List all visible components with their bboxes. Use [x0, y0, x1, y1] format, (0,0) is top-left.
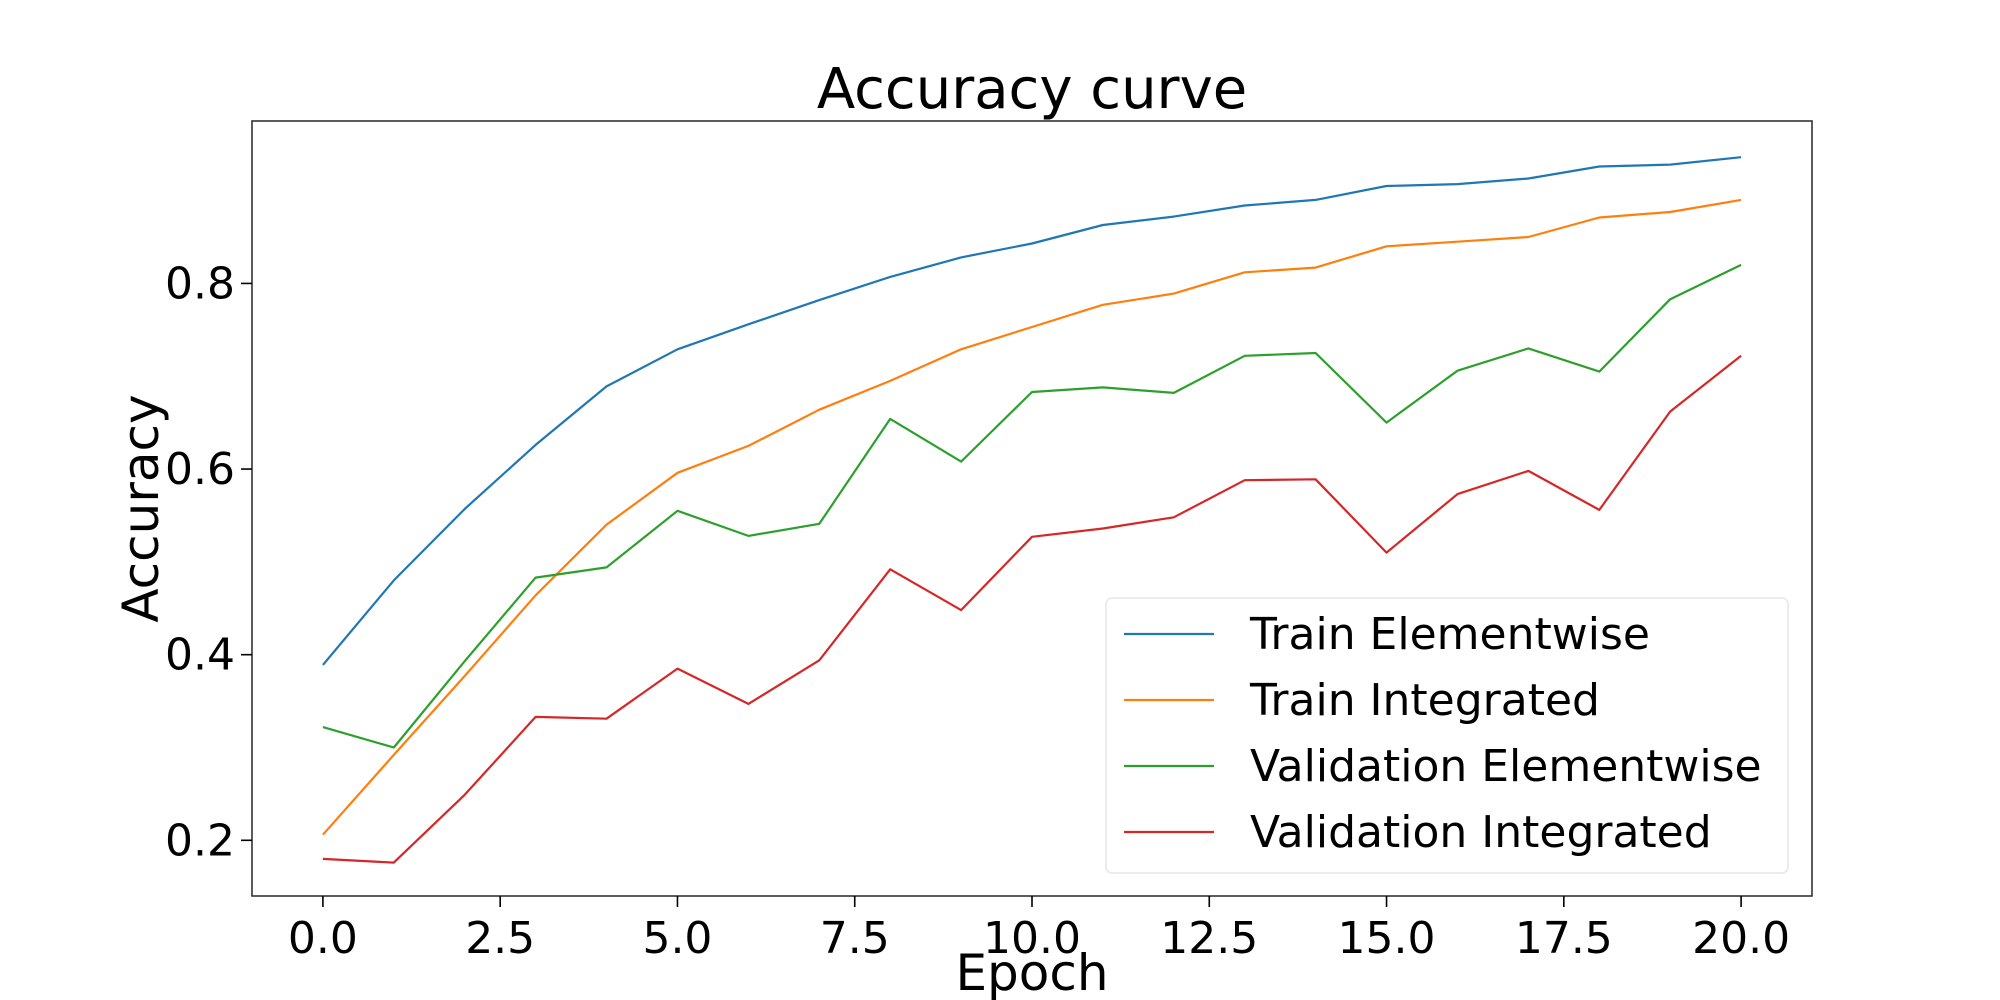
x-tick-label: 0.0 — [288, 913, 358, 964]
series-line-validation-integrated — [322, 354, 1742, 864]
x-axis: 0.0 2.5 5.0 7.5 10.0 12.5 15.0 17.5 20.0 — [288, 896, 1790, 964]
series-layer — [322, 156, 1742, 864]
legend-label-train-elementwise: Train Elementwise — [1249, 609, 1650, 660]
series-line-validation-elementwise — [322, 263, 1742, 749]
x-tick-label: 20.0 — [1692, 913, 1790, 964]
y-tick-label: 0.8 — [165, 258, 235, 309]
legend-label-validation-elementwise: Validation Elementwise — [1250, 741, 1762, 792]
x-tick-label: 7.5 — [820, 913, 890, 964]
x-tick-label: 15.0 — [1338, 913, 1436, 964]
legend-box — [1105, 597, 1789, 874]
x-tick-label: 2.5 — [465, 913, 535, 964]
legend-label-validation-integrated: Validation Integrated — [1250, 807, 1712, 858]
y-tick-label: 0.2 — [165, 815, 235, 866]
x-tick-label: 12.5 — [1160, 913, 1258, 964]
y-axis: 0.2 0.4 0.6 0.8 — [165, 258, 252, 866]
x-tick-label: 5.0 — [642, 913, 712, 964]
y-tick-label: 0.4 — [165, 630, 235, 681]
legend: Train Elementwise Train Integrated Validat… — [1105, 597, 1789, 874]
x-tick-label: 10.0 — [983, 913, 1081, 964]
legend-label-train-integrated: Train Integrated — [1249, 675, 1600, 726]
series-line-train-integrated — [322, 198, 1742, 836]
series-line-train-elementwise — [322, 156, 1742, 666]
chart-title: Accuracy curve — [817, 57, 1247, 122]
x-axis-label: Epoch — [955, 944, 1108, 1000]
y-tick-label: 0.6 — [165, 444, 235, 495]
x-tick-label: 17.5 — [1515, 913, 1613, 964]
y-axis-label: Accuracy — [112, 394, 170, 622]
